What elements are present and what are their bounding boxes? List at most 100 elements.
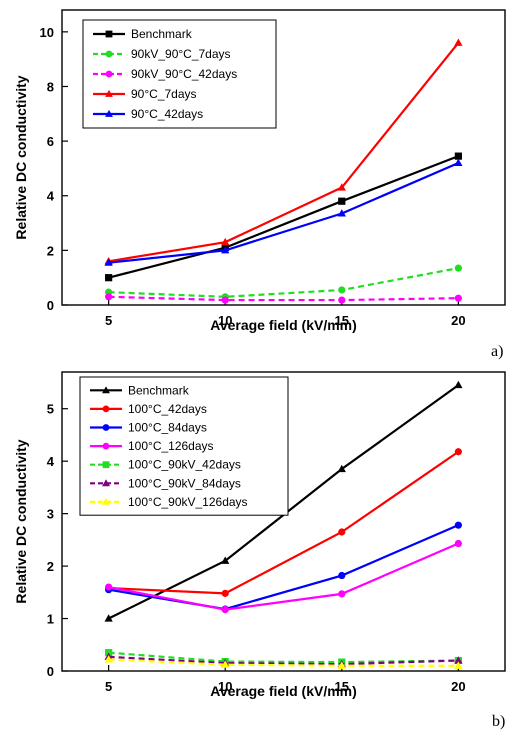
legend-label: 100°C_90kV_126days	[128, 495, 248, 509]
legend-label: 100°C_84days	[128, 421, 207, 435]
data-point	[221, 237, 230, 246]
legend-entry: 100°C_84days	[90, 421, 207, 435]
legend-marker	[105, 70, 113, 78]
legend-entry: 100°C_90kV_42days	[90, 458, 241, 472]
data-point	[338, 296, 346, 304]
data-point	[105, 583, 113, 591]
y-axis-title: Relative DC conductivity	[13, 439, 29, 603]
data-point	[221, 606, 229, 614]
y-tick-label: 2	[47, 243, 54, 258]
data-point	[105, 293, 113, 301]
data-point	[104, 258, 113, 266]
x-tick-label: 10	[218, 679, 232, 694]
x-tick-label: 5	[105, 679, 112, 694]
legend-entry: 90°C_7days	[93, 87, 197, 101]
legend-entry: 90kV_90°C_42days	[93, 67, 237, 81]
panel-label: a)	[491, 343, 503, 360]
data-point	[454, 448, 462, 456]
data-point	[454, 158, 463, 167]
data-point	[454, 380, 463, 389]
y-tick-label: 0	[47, 664, 54, 679]
legend-marker	[105, 30, 113, 38]
data-point	[338, 571, 346, 580]
legend-label: 90°C_7days	[131, 87, 197, 101]
data-point	[221, 589, 229, 597]
data-point	[337, 209, 346, 217]
series-line	[108, 161, 459, 264]
legend-entry: 100°C_90kV_84days	[90, 476, 241, 490]
legend: Benchmark 100°C_42days 100°C_84days 100°C_1…	[79, 376, 289, 516]
y-tick-label: 2	[47, 559, 54, 574]
series-line	[108, 655, 459, 666]
data-point	[454, 294, 462, 302]
data-point	[454, 656, 463, 664]
legend-marker	[105, 109, 113, 117]
data-point	[338, 286, 346, 294]
data-point	[221, 246, 230, 254]
x-tick-label: 5	[105, 313, 112, 328]
x-tick-label: 20	[451, 313, 465, 328]
data-point	[221, 296, 229, 304]
legend-entry: 90°C_42days	[93, 107, 203, 121]
series-line	[108, 295, 459, 302]
x-axis-title: Average field (kV/mm)	[210, 683, 357, 699]
y-tick-label: 0	[47, 298, 54, 313]
legend-entry: 100°C_90kV_126days	[90, 495, 248, 509]
chart-panel-b: 5 10 15 20 0 1 2 3 4 5 Average field (kV/mm) Relati…	[13, 371, 506, 730]
x-tick-label: 20	[451, 679, 465, 694]
x-tick-label: 15	[335, 313, 349, 328]
y-tick-label: 10	[40, 25, 54, 40]
data-point	[337, 464, 346, 473]
data-point	[105, 274, 113, 282]
series-5	[104, 158, 463, 266]
series-4	[105, 539, 462, 614]
legend-box	[82, 19, 277, 129]
series-3	[105, 293, 462, 304]
legend-marker	[102, 461, 110, 469]
legend-entry: Benchmark	[90, 383, 190, 397]
legend-marker	[102, 479, 110, 487]
legend-entry: 100°C_42days	[90, 402, 207, 416]
legend-marker	[102, 405, 110, 413]
data-point	[454, 539, 462, 548]
data-point	[454, 264, 462, 272]
x-axis-title: Average field (kV/mm)	[210, 317, 357, 333]
panel-label: b)	[492, 713, 505, 730]
legend-entry: 90kV_90°C_7days	[93, 47, 231, 61]
legend-label: 90kV_90°C_7days	[131, 47, 231, 61]
legend-marker	[102, 386, 110, 394]
y-tick-label: 3	[47, 507, 54, 522]
legend-entry: Benchmark	[93, 27, 193, 41]
series-line	[108, 450, 459, 595]
series-line	[108, 42, 460, 263]
legend-marker	[105, 50, 113, 58]
data-point	[454, 521, 462, 529]
legend-label: 90kV_90°C_42days	[131, 67, 237, 81]
legend-label: Benchmark	[128, 383, 190, 397]
series-line	[108, 542, 459, 611]
series-1	[105, 152, 462, 282]
legend-label: 90°C_42days	[131, 107, 203, 121]
legend-label: 100°C_126days	[128, 439, 214, 453]
data-point	[221, 660, 230, 668]
data-point	[221, 556, 230, 564]
legend-marker	[102, 497, 110, 505]
x-tick-label: 10	[218, 313, 232, 328]
legend-marker	[102, 442, 110, 450]
data-point	[104, 614, 113, 622]
plot-frame-b	[61, 371, 506, 672]
series-line	[108, 267, 459, 298]
legend-entry: 100°C_126days	[90, 439, 214, 453]
y-tick-label: 5	[47, 402, 54, 417]
data-point	[337, 661, 346, 669]
y-axis-title: Relative DC conductivity	[13, 75, 29, 239]
legend: Benchmark 90kV_90°C_7days 90kV_90°C_42days…	[82, 19, 277, 129]
legend-label: Benchmark	[131, 27, 193, 41]
data-point	[454, 38, 463, 46]
series-3	[105, 521, 462, 613]
legend-marker	[105, 89, 113, 97]
x-tick-label: 15	[335, 679, 349, 694]
y-tick-label: 4	[47, 454, 55, 469]
series-2	[105, 264, 462, 301]
